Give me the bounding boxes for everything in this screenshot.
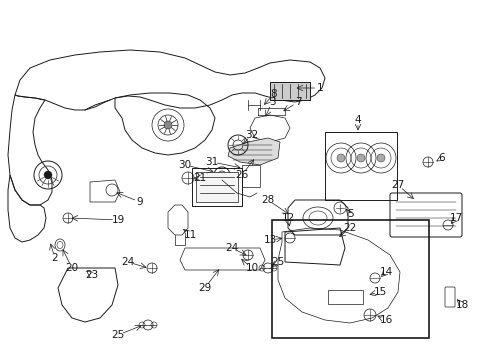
Text: 25: 25 xyxy=(271,257,284,267)
Text: 4: 4 xyxy=(354,115,361,125)
Text: 31: 31 xyxy=(205,157,218,167)
Text: 9: 9 xyxy=(137,197,143,207)
Text: 16: 16 xyxy=(379,315,392,325)
Circle shape xyxy=(163,121,172,129)
Text: 30: 30 xyxy=(178,160,191,170)
Text: 6: 6 xyxy=(438,153,445,163)
Circle shape xyxy=(376,154,384,162)
Text: 20: 20 xyxy=(65,263,79,273)
Circle shape xyxy=(336,154,345,162)
Text: 5: 5 xyxy=(346,209,353,219)
Text: 3: 3 xyxy=(268,97,275,107)
Text: 19: 19 xyxy=(111,215,124,225)
Bar xyxy=(325,132,396,200)
Text: 8: 8 xyxy=(270,89,277,99)
Text: 12: 12 xyxy=(281,213,294,223)
Bar xyxy=(242,165,260,187)
Text: 11: 11 xyxy=(183,230,196,240)
Text: 23: 23 xyxy=(85,270,99,280)
Polygon shape xyxy=(227,138,280,165)
Text: 22: 22 xyxy=(343,223,356,233)
Text: 27: 27 xyxy=(390,180,404,190)
Circle shape xyxy=(356,154,364,162)
Text: 25: 25 xyxy=(111,330,124,340)
Bar xyxy=(327,290,362,304)
Text: 15: 15 xyxy=(373,287,386,297)
Text: 17: 17 xyxy=(448,213,462,223)
Text: 18: 18 xyxy=(454,300,468,310)
Text: 1: 1 xyxy=(316,83,323,93)
Text: 10: 10 xyxy=(245,263,258,273)
Text: 13: 13 xyxy=(263,235,276,245)
Text: 24: 24 xyxy=(121,257,134,267)
Text: 26: 26 xyxy=(235,170,248,180)
Circle shape xyxy=(44,171,52,179)
Bar xyxy=(269,82,309,100)
Text: 14: 14 xyxy=(379,267,392,277)
Text: 28: 28 xyxy=(261,195,274,205)
Text: 29: 29 xyxy=(198,283,211,293)
Text: 2: 2 xyxy=(52,253,58,263)
Text: 7: 7 xyxy=(294,97,301,107)
Text: 21: 21 xyxy=(193,173,206,183)
Bar xyxy=(196,172,238,202)
Text: 24: 24 xyxy=(225,243,238,253)
Text: 32: 32 xyxy=(245,130,258,140)
Bar xyxy=(192,168,242,206)
Bar xyxy=(271,220,428,338)
